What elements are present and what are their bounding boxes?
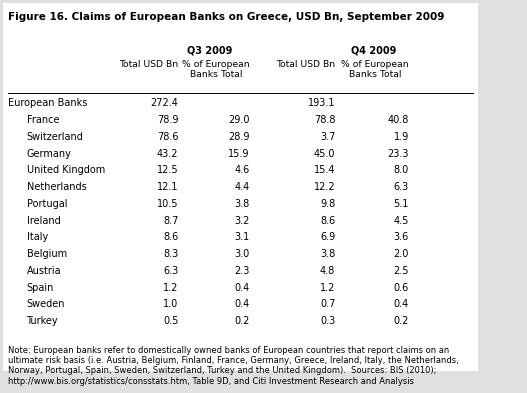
Text: 0.4: 0.4 — [235, 283, 250, 292]
Text: 0.4: 0.4 — [394, 299, 409, 309]
Text: France: France — [26, 115, 59, 125]
Text: 10.5: 10.5 — [157, 199, 179, 209]
Text: 4.8: 4.8 — [320, 266, 335, 276]
FancyBboxPatch shape — [3, 3, 478, 371]
Text: 3.8: 3.8 — [320, 249, 335, 259]
Text: 78.9: 78.9 — [157, 115, 179, 125]
Text: 2.0: 2.0 — [394, 249, 409, 259]
Text: Total USD Bn: Total USD Bn — [120, 60, 179, 69]
Text: 0.6: 0.6 — [394, 283, 409, 292]
Text: 3.8: 3.8 — [235, 199, 250, 209]
Text: Q3 2009: Q3 2009 — [187, 45, 232, 55]
Text: 28.9: 28.9 — [228, 132, 250, 142]
Text: 1.0: 1.0 — [163, 299, 179, 309]
Text: 78.8: 78.8 — [314, 115, 335, 125]
Text: Netherlands: Netherlands — [26, 182, 86, 192]
Text: 4.4: 4.4 — [235, 182, 250, 192]
Text: 1.9: 1.9 — [394, 132, 409, 142]
Text: 12.5: 12.5 — [157, 165, 179, 175]
Text: Sweden: Sweden — [26, 299, 65, 309]
Text: 8.6: 8.6 — [320, 216, 335, 226]
Text: Portugal: Portugal — [26, 199, 67, 209]
Text: 6.3: 6.3 — [163, 266, 179, 276]
Text: 3.2: 3.2 — [235, 216, 250, 226]
Text: 0.2: 0.2 — [235, 316, 250, 326]
Text: United Kingdom: United Kingdom — [26, 165, 105, 175]
Text: 1.2: 1.2 — [320, 283, 335, 292]
Text: Turkey: Turkey — [26, 316, 58, 326]
Text: 43.2: 43.2 — [157, 149, 179, 159]
Text: 40.8: 40.8 — [387, 115, 409, 125]
Text: 4.6: 4.6 — [235, 165, 250, 175]
Text: 0.7: 0.7 — [320, 299, 335, 309]
Text: 15.4: 15.4 — [314, 165, 335, 175]
Text: Figure 16. Claims of European Banks on Greece, USD Bn, September 2009: Figure 16. Claims of European Banks on G… — [7, 12, 444, 22]
Text: 0.4: 0.4 — [235, 299, 250, 309]
Text: 29.0: 29.0 — [228, 115, 250, 125]
Text: 3.7: 3.7 — [320, 132, 335, 142]
Text: 15.9: 15.9 — [228, 149, 250, 159]
Text: 8.7: 8.7 — [163, 216, 179, 226]
Text: 0.2: 0.2 — [394, 316, 409, 326]
Text: 0.3: 0.3 — [320, 316, 335, 326]
Text: Germany: Germany — [26, 149, 71, 159]
Text: 5.1: 5.1 — [394, 199, 409, 209]
Text: 45.0: 45.0 — [314, 149, 335, 159]
Text: Spain: Spain — [26, 283, 54, 292]
Text: 8.6: 8.6 — [163, 232, 179, 242]
Text: Total USD Bn: Total USD Bn — [276, 60, 335, 69]
Text: Note: European banks refer to domestically owned banks of European countries tha: Note: European banks refer to domestical… — [7, 345, 458, 386]
Text: % of European
Banks Total: % of European Banks Total — [341, 60, 409, 79]
Text: 78.6: 78.6 — [157, 132, 179, 142]
Text: 6.9: 6.9 — [320, 232, 335, 242]
Text: 2.3: 2.3 — [235, 266, 250, 276]
Text: Ireland: Ireland — [26, 216, 60, 226]
Text: 1.2: 1.2 — [163, 283, 179, 292]
Text: 3.0: 3.0 — [235, 249, 250, 259]
Text: Belgium: Belgium — [26, 249, 66, 259]
Text: 3.6: 3.6 — [394, 232, 409, 242]
Text: 272.4: 272.4 — [151, 98, 179, 108]
Text: 0.5: 0.5 — [163, 316, 179, 326]
Text: 8.0: 8.0 — [394, 165, 409, 175]
Text: 8.3: 8.3 — [163, 249, 179, 259]
Text: 4.5: 4.5 — [394, 216, 409, 226]
Text: Austria: Austria — [26, 266, 61, 276]
Text: 12.2: 12.2 — [314, 182, 335, 192]
Text: Italy: Italy — [26, 232, 48, 242]
Text: 2.5: 2.5 — [394, 266, 409, 276]
Text: European Banks: European Banks — [7, 98, 87, 108]
Text: 3.1: 3.1 — [235, 232, 250, 242]
Text: 23.3: 23.3 — [387, 149, 409, 159]
Text: 6.3: 6.3 — [394, 182, 409, 192]
Text: % of European
Banks Total: % of European Banks Total — [182, 60, 250, 79]
Text: Switzerland: Switzerland — [26, 132, 83, 142]
Text: 193.1: 193.1 — [308, 98, 335, 108]
Text: 12.1: 12.1 — [157, 182, 179, 192]
Text: 9.8: 9.8 — [320, 199, 335, 209]
Text: Q4 2009: Q4 2009 — [350, 45, 396, 55]
